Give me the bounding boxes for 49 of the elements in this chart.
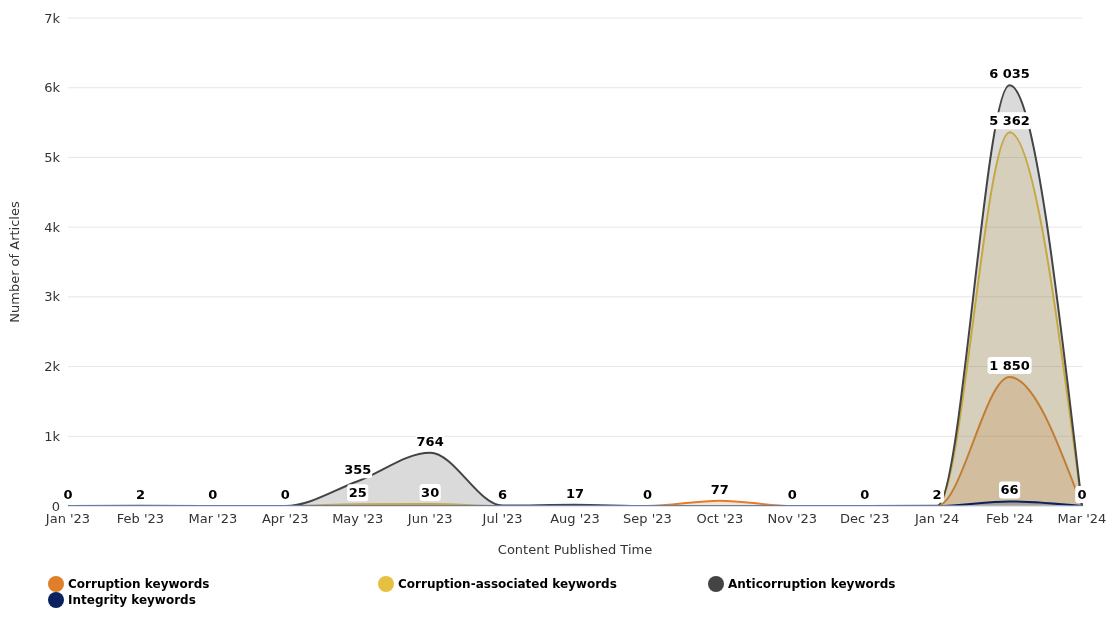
x-tick-label: Jan '23	[44, 511, 91, 527]
data-label: 0	[208, 487, 218, 502]
data-label: 0	[642, 487, 652, 502]
legend-label: Integrity keywords	[68, 592, 197, 607]
x-tick-label: Jan '24	[913, 511, 960, 527]
data-label: 1 850	[989, 358, 1030, 374]
x-tick-label: Feb '23	[116, 511, 165, 527]
data-label: 2	[932, 486, 942, 502]
data-label: 6 035	[989, 66, 1030, 82]
x-tick-label: Mar '23	[188, 511, 238, 527]
data-label: 0	[787, 487, 797, 502]
y-tick-label: 2k	[44, 359, 61, 375]
y-tick-label: 5k	[44, 150, 61, 166]
x-tick-label: Jun '23	[406, 511, 453, 527]
y-tick-label: 7k	[44, 10, 61, 26]
y-tick-label: 4k	[44, 219, 61, 235]
x-tick-label: May '23	[332, 511, 384, 527]
y-tick-label: 3k	[44, 289, 61, 305]
data-label: 6	[498, 486, 508, 502]
legend-label: Corruption keywords	[68, 576, 211, 591]
x-tick-label: Sep '23	[623, 511, 672, 527]
x-tick-label: Feb '24	[985, 511, 1034, 527]
y-tick-label: 0	[51, 498, 60, 514]
data-label: 30	[421, 484, 440, 500]
data-label: 0	[63, 487, 73, 502]
y-axis-title: Number of Articles	[6, 201, 22, 323]
data-label: 25	[348, 485, 367, 501]
x-tick-label: Jul '23	[481, 511, 523, 527]
data-label: 77	[710, 481, 729, 497]
data-label: 17	[565, 485, 585, 501]
data-label: 5 362	[989, 113, 1030, 129]
data-label: 0	[1077, 487, 1087, 502]
x-tick-label: Dec '23	[840, 511, 890, 527]
x-tick-label: Aug '23	[550, 511, 600, 527]
x-tick-label: Oct '23	[696, 511, 744, 527]
data-label: 764	[416, 433, 444, 449]
x-axis-title: Content Published Time	[497, 542, 653, 557]
x-tick-label: Apr '23	[261, 511, 309, 527]
y-tick-label: 6k	[44, 80, 61, 96]
x-tick-label: Mar '24	[1057, 511, 1107, 527]
y-tick-label: 1k	[44, 428, 61, 444]
data-label: 2	[135, 486, 145, 502]
data-label: 66	[1000, 482, 1019, 498]
data-label: 0	[280, 487, 290, 502]
x-tick-label: Nov '23	[767, 511, 818, 527]
legend-label: Corruption-associated keywords	[398, 576, 618, 591]
legend-label: Anticorruption keywords	[728, 576, 897, 591]
data-label: 355	[344, 462, 372, 478]
data-label: 0	[860, 487, 870, 502]
